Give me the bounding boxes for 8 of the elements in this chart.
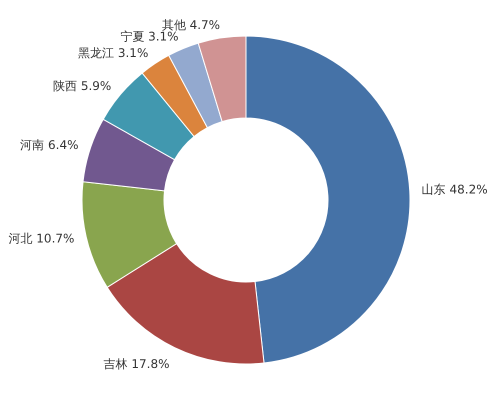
slice-label: 黑龙江 3.1% xyxy=(78,46,148,60)
slice-label: 吉林 17.8% xyxy=(104,356,170,371)
slice-label: 宁夏 3.1% xyxy=(120,30,179,44)
slice-label: 其他 4.7% xyxy=(162,18,220,32)
slice-label: 山东 48.2% xyxy=(422,182,488,197)
slice-label: 陕西 5.9% xyxy=(53,78,112,93)
slice-label: 河北 10.7% xyxy=(8,232,74,246)
slice-label: 河南 6.4% xyxy=(20,138,79,152)
